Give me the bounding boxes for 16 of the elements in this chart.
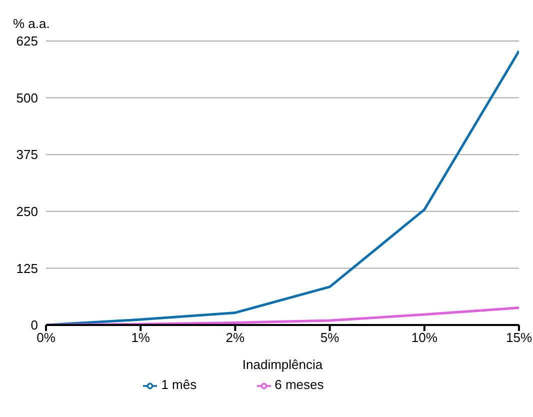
x-tick-label: 0%: [36, 330, 56, 346]
x-tick-label: 1%: [131, 330, 150, 346]
x-axis-title: Inadimplência: [242, 357, 324, 372]
x-tick-label: 15%: [506, 330, 532, 346]
y-tick-label: 500: [16, 90, 38, 106]
x-tick-label: 10%: [411, 330, 438, 346]
y-axis-title: % a.a.: [13, 16, 50, 31]
legend-label: 1 mês: [161, 377, 197, 392]
y-tick-label: 625: [16, 34, 38, 49]
x-tick-label: 5%: [320, 330, 340, 346]
x-tick-label: 2%: [226, 330, 246, 346]
y-tick-label: 375: [16, 147, 38, 162]
y-tick-label: 125: [16, 260, 38, 276]
y-tick-label: 250: [16, 204, 38, 220]
y-tick-label: 0: [30, 318, 38, 333]
legend-label: 6 meses: [274, 377, 324, 392]
